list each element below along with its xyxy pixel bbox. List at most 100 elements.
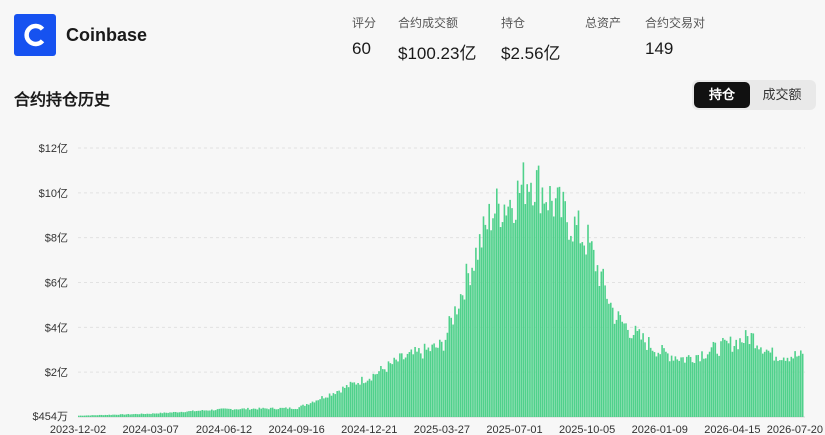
y-tick-label: $12亿 bbox=[39, 142, 68, 155]
chart-bar bbox=[374, 374, 376, 417]
chart-bar bbox=[345, 385, 348, 417]
chart-bar bbox=[266, 408, 268, 417]
chart-bar bbox=[380, 366, 382, 417]
chart-bar bbox=[157, 413, 160, 417]
chart-bar bbox=[642, 333, 644, 417]
chart-bar bbox=[186, 411, 188, 417]
chart-bar bbox=[288, 407, 291, 417]
chart-bar bbox=[201, 410, 204, 417]
chart-bar bbox=[203, 410, 205, 417]
chart-bar bbox=[216, 409, 219, 417]
chart-bar bbox=[401, 353, 403, 417]
chart-bar bbox=[150, 413, 152, 417]
chart-bar bbox=[245, 409, 247, 417]
chart-bar bbox=[302, 404, 304, 417]
chart-bar bbox=[283, 407, 285, 417]
chart-bar bbox=[256, 409, 259, 417]
chart-bar bbox=[518, 192, 521, 417]
chart-bar bbox=[385, 371, 388, 417]
chart-bar bbox=[708, 351, 711, 417]
tab-open-interest[interactable]: 持仓 bbox=[694, 82, 750, 108]
chart-bar bbox=[509, 199, 511, 417]
chart-bar bbox=[760, 347, 762, 417]
stat-open-interest: 持仓 $2.56亿 bbox=[501, 14, 561, 64]
chart-bar bbox=[226, 408, 228, 417]
tab-volume[interactable]: 成交额 bbox=[762, 87, 802, 102]
x-tick-label: 2025-07-01 bbox=[486, 424, 542, 435]
section-title: 合约持仓历史 bbox=[14, 92, 111, 109]
chart-bar bbox=[657, 352, 660, 417]
chart-bar bbox=[404, 357, 407, 417]
chart-bar bbox=[779, 360, 781, 417]
x-tick-label: 2024-09-16 bbox=[268, 424, 324, 435]
chart-bar bbox=[387, 361, 390, 417]
chart-bar bbox=[268, 409, 270, 417]
chart-bar bbox=[311, 401, 314, 417]
chart-bar bbox=[104, 414, 107, 417]
chart-bar bbox=[370, 380, 373, 417]
chart-bar bbox=[606, 298, 608, 417]
chart-bar bbox=[408, 352, 411, 417]
chart-bar bbox=[560, 217, 563, 417]
chart-bar bbox=[712, 341, 715, 417]
chart-bar bbox=[241, 408, 243, 417]
chart-bar bbox=[146, 413, 148, 417]
chart-bar bbox=[133, 414, 135, 417]
chart-bar bbox=[197, 410, 200, 417]
chart-bar bbox=[537, 165, 540, 417]
chart-bar bbox=[296, 409, 299, 417]
stat-total-assets: 总资产 bbox=[585, 14, 621, 39]
chart-bar bbox=[648, 337, 650, 417]
chart-bar bbox=[440, 341, 443, 417]
chart-bar bbox=[667, 353, 669, 417]
chart-bar bbox=[243, 408, 245, 417]
chart-bar bbox=[135, 413, 137, 417]
chart-bar bbox=[573, 216, 576, 417]
chart-bar bbox=[731, 351, 734, 417]
chart-bar bbox=[714, 342, 717, 417]
chart-bar bbox=[467, 273, 470, 417]
chart-bar bbox=[638, 329, 641, 417]
chart-bar bbox=[570, 235, 572, 417]
chart-bar bbox=[684, 362, 686, 417]
chart-bar bbox=[334, 394, 337, 417]
open-interest-history-chart: $454万 $2亿 $4亿 $6亿 $8亿 $10亿 $12亿 2023-12-02 2024… bbox=[33, 142, 823, 435]
chart-bar bbox=[98, 414, 101, 417]
chart-bar bbox=[587, 224, 589, 417]
chart-bar bbox=[501, 222, 504, 417]
stat-label: 合约交易对 bbox=[645, 16, 706, 30]
stat-futures-volume: 合约成交额 $100.23亿 bbox=[398, 14, 476, 64]
chart-bar bbox=[758, 349, 760, 417]
chart-bar bbox=[539, 213, 542, 417]
chart-bar bbox=[85, 415, 88, 417]
chart-bar bbox=[437, 347, 439, 417]
chart-bar bbox=[733, 346, 736, 417]
chart-bar bbox=[729, 336, 732, 417]
chart-bar bbox=[596, 265, 599, 417]
chart-bar bbox=[482, 216, 485, 417]
chart-bar bbox=[252, 408, 255, 417]
chart-bar bbox=[321, 396, 323, 417]
chart-bar bbox=[543, 203, 546, 417]
chart-bar bbox=[661, 345, 663, 417]
chart-bar bbox=[211, 409, 213, 417]
chart-bar bbox=[414, 346, 416, 417]
chart-bar bbox=[551, 200, 553, 417]
chart-bar bbox=[706, 354, 709, 417]
chart-bar bbox=[632, 334, 635, 417]
chart-bar bbox=[332, 393, 335, 417]
chart-bar bbox=[167, 412, 169, 417]
chart-bar bbox=[801, 353, 804, 417]
y-axis-ticks: $454万 $2亿 $4亿 $6亿 $8亿 $10亿 $12亿 bbox=[33, 142, 68, 423]
x-tick-label: 2023-12-02 bbox=[50, 424, 106, 435]
chart-bar bbox=[192, 410, 194, 417]
chart-bar bbox=[174, 411, 177, 417]
chart-bar bbox=[273, 408, 276, 417]
chart-bar bbox=[499, 227, 502, 417]
chart-bar bbox=[209, 410, 211, 417]
chart-bar bbox=[228, 408, 230, 417]
chart-bar bbox=[600, 271, 603, 417]
chart-bar bbox=[294, 408, 297, 417]
chart-bar bbox=[718, 355, 720, 417]
chart-bar bbox=[93, 415, 95, 417]
